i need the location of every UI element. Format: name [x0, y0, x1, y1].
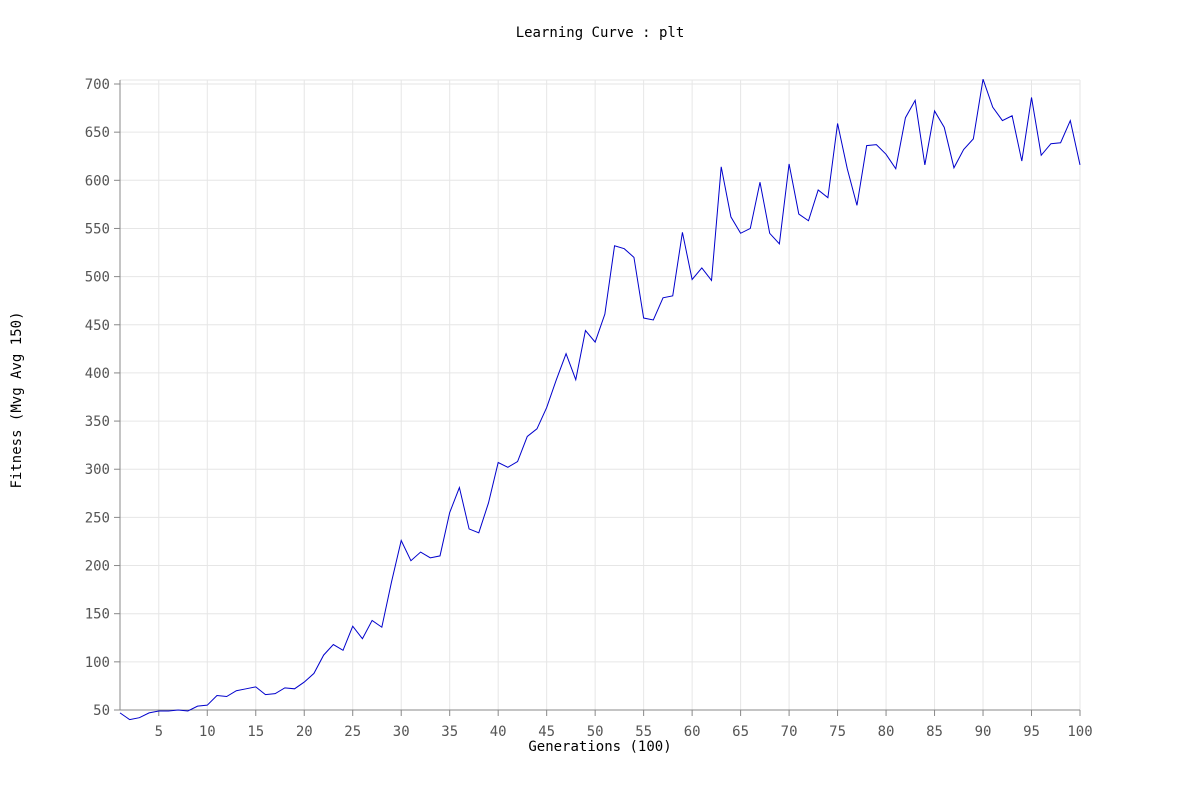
- y-tick-label: 50: [93, 703, 110, 719]
- x-tick-label: 70: [781, 724, 798, 740]
- grid-lines: [120, 79, 1081, 711]
- y-tick-label: 700: [85, 77, 110, 93]
- y-tick-label: 200: [85, 559, 110, 575]
- x-tick-label: 40: [490, 724, 507, 740]
- x-tick-label: 100: [1067, 724, 1092, 740]
- x-tick-label: 30: [393, 724, 410, 740]
- y-tick-label: 250: [85, 510, 110, 526]
- chart-title: Learning Curve : plt: [516, 25, 685, 41]
- y-tick-label: 450: [85, 318, 110, 334]
- y-tick-label: 150: [85, 607, 110, 623]
- x-tick-label: 15: [247, 724, 264, 740]
- x-tick-label: 75: [829, 724, 846, 740]
- x-axis-label: Generations (100): [528, 739, 671, 755]
- x-tick-label: 55: [635, 724, 652, 740]
- y-axis-label: Fitness (Mvg Avg 150): [9, 311, 25, 488]
- x-tick-label: 20: [296, 724, 313, 740]
- x-tick-label: 45: [538, 724, 555, 740]
- y-tick-label: 500: [85, 270, 110, 286]
- x-tick-label: 85: [926, 724, 943, 740]
- x-tick-label: 65: [732, 724, 749, 740]
- y-tick-label: 350: [85, 414, 110, 430]
- x-tick-label: 50: [587, 724, 604, 740]
- x-tick-label: 95: [1023, 724, 1040, 740]
- y-tick-label: 650: [85, 125, 110, 141]
- x-tick-label: 80: [878, 724, 895, 740]
- series-line-0: [119, 79, 1081, 721]
- x-tick-label: 10: [199, 724, 216, 740]
- y-tick-label: 550: [85, 221, 110, 237]
- tick-labels: 5010015020025030035040045050055060065070…: [85, 77, 1093, 740]
- x-tick-label: 25: [344, 724, 361, 740]
- x-tick-label: 5: [155, 724, 163, 740]
- x-tick-label: 90: [975, 724, 992, 740]
- y-tick-label: 100: [85, 655, 110, 671]
- y-tick-label: 300: [85, 462, 110, 478]
- y-tick-label: 600: [85, 173, 110, 189]
- x-tick-label: 35: [441, 724, 458, 740]
- data-series: [119, 79, 1081, 721]
- y-tick-label: 400: [85, 366, 110, 382]
- x-tick-label: 60: [684, 724, 701, 740]
- axes: [114, 80, 1081, 716]
